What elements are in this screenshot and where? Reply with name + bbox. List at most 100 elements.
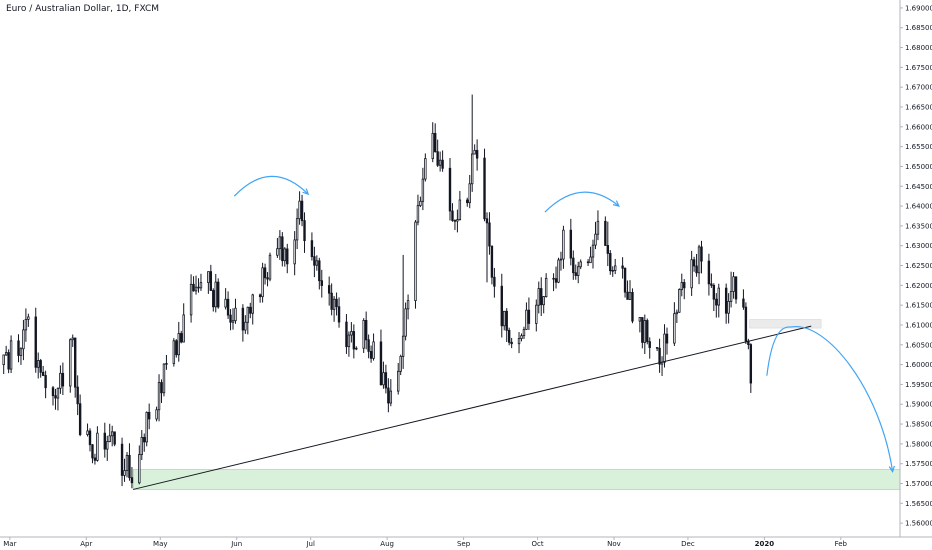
y-tick-label: 1.67000 — [905, 84, 932, 92]
candle-body — [399, 355, 402, 372]
candle — [507, 327, 511, 346]
candle — [138, 445, 141, 485]
candle — [614, 258, 617, 275]
candle-body — [355, 347, 358, 350]
candle-body — [217, 281, 220, 308]
candle-body — [655, 347, 659, 349]
candle-body — [643, 320, 646, 343]
candle-body — [404, 308, 407, 337]
candle-body — [212, 290, 215, 308]
candle — [125, 452, 129, 478]
candle-body — [194, 286, 198, 292]
y-axis[interactable]: 1.56000 1.56500 1.57000 1.57500 1.58000 1.585… — [900, 4, 932, 528]
candle-body — [520, 335, 523, 339]
candle-body — [574, 272, 577, 276]
candle — [724, 283, 728, 324]
candle — [303, 212, 306, 253]
candle — [384, 364, 388, 394]
candle-body — [266, 277, 269, 280]
candle — [574, 264, 577, 280]
candle-body — [695, 265, 698, 274]
candle-body — [91, 444, 94, 459]
candle-body — [258, 294, 262, 298]
candle — [646, 318, 649, 345]
y-tick-label: 1.59500 — [905, 381, 932, 389]
candle — [734, 276, 738, 304]
candles-layer — [2, 94, 753, 489]
support-zone — [132, 469, 903, 490]
candle — [345, 314, 348, 354]
y-tick-label: 1.64500 — [905, 183, 932, 191]
candle-body — [490, 245, 494, 278]
candle-body — [510, 341, 513, 345]
candle-body — [310, 240, 314, 258]
candle — [310, 232, 314, 261]
candle — [120, 437, 124, 487]
candle — [416, 194, 420, 226]
candle — [648, 337, 651, 359]
candle-body — [596, 220, 600, 235]
candle-body — [189, 283, 193, 316]
candle-body — [552, 277, 555, 280]
candle-body — [717, 287, 720, 306]
candle — [697, 244, 701, 285]
candle-body — [434, 133, 437, 153]
x-axis[interactable]: Mar Apr May Jun Jul Aug Sep Oct Nov Dec 2020 Feb — [3, 537, 848, 548]
candle-body — [416, 205, 420, 223]
candle-body — [110, 431, 114, 437]
candle — [542, 296, 545, 314]
candle-body — [401, 335, 405, 357]
candle — [641, 317, 644, 349]
candle-body — [517, 338, 521, 345]
candle — [44, 370, 47, 399]
candle — [300, 194, 304, 227]
candle — [37, 352, 40, 379]
candle — [226, 291, 230, 319]
candle-body — [475, 149, 479, 159]
candle — [485, 212, 489, 283]
candle-body — [241, 307, 245, 331]
candle-body — [710, 283, 713, 286]
candle — [729, 271, 733, 308]
candle-body — [663, 333, 666, 363]
candle-body — [182, 314, 185, 343]
candle-body — [540, 288, 543, 306]
candle-body — [54, 395, 57, 399]
candle — [7, 349, 10, 374]
candle-body — [145, 411, 148, 443]
candle-body — [234, 307, 237, 322]
candle — [209, 264, 213, 291]
x-tick-label: Apr — [80, 540, 92, 548]
candle-body — [199, 282, 203, 289]
candle — [41, 365, 45, 377]
candle — [732, 271, 735, 299]
candle-body — [69, 339, 72, 387]
candle — [91, 444, 94, 464]
candle-body — [39, 360, 42, 373]
candle — [554, 266, 558, 289]
candle-body — [525, 309, 528, 330]
candle-body — [488, 222, 491, 247]
candle — [665, 327, 669, 355]
candle — [517, 332, 521, 354]
candle-body — [103, 432, 106, 450]
candle — [130, 467, 134, 489]
candle-body — [485, 218, 489, 224]
candle-body — [268, 254, 272, 280]
candle — [88, 428, 92, 452]
candle — [241, 304, 245, 342]
candle — [347, 331, 351, 357]
candle — [261, 262, 264, 303]
candle-body — [165, 363, 168, 365]
candle — [224, 288, 227, 310]
candle-body — [17, 340, 20, 356]
y-tick-label: 1.56000 — [905, 520, 932, 528]
candle — [182, 303, 185, 343]
candle-body — [283, 248, 286, 262]
candle-body — [621, 265, 624, 269]
y-tick-label: 1.62000 — [905, 282, 932, 290]
candle — [456, 209, 459, 233]
y-tick-label: 1.64000 — [905, 203, 932, 211]
candle-body — [276, 248, 279, 256]
